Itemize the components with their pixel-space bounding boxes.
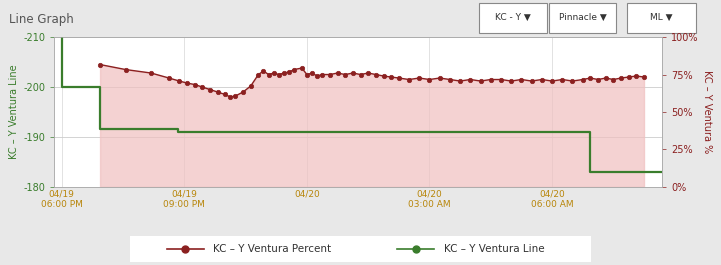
Y-axis label: KC – Y Ventura %: KC – Y Ventura % <box>702 70 712 154</box>
Text: ML ▼: ML ▼ <box>650 14 673 22</box>
FancyBboxPatch shape <box>549 3 616 33</box>
Text: KC – Y Ventura Line: KC – Y Ventura Line <box>443 244 544 254</box>
Text: Line Graph: Line Graph <box>9 13 74 26</box>
FancyBboxPatch shape <box>479 3 547 33</box>
Text: Pinnacle ▼: Pinnacle ▼ <box>559 14 607 22</box>
Y-axis label: KC – Y Ventura Line: KC – Y Ventura Line <box>9 65 19 159</box>
FancyBboxPatch shape <box>627 3 696 33</box>
FancyBboxPatch shape <box>111 235 610 263</box>
Text: KC - Y ▼: KC - Y ▼ <box>495 14 531 22</box>
Text: KC – Y Ventura Percent: KC – Y Ventura Percent <box>213 244 331 254</box>
